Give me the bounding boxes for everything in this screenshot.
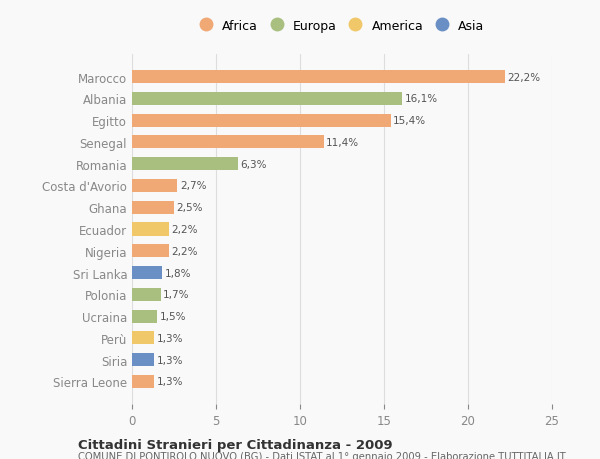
Text: 1,5%: 1,5% xyxy=(160,311,186,321)
Text: 1,3%: 1,3% xyxy=(157,376,183,386)
Text: Cittadini Stranieri per Cittadinanza - 2009: Cittadini Stranieri per Cittadinanza - 2… xyxy=(78,438,392,451)
Text: 15,4%: 15,4% xyxy=(393,116,427,126)
Text: 11,4%: 11,4% xyxy=(326,138,359,148)
Bar xyxy=(132,288,161,301)
Text: 1,8%: 1,8% xyxy=(165,268,191,278)
Text: 1,7%: 1,7% xyxy=(163,290,190,300)
Bar xyxy=(132,353,154,366)
Legend: Africa, Europa, America, Asia: Africa, Europa, America, Asia xyxy=(196,16,488,36)
Text: 1,3%: 1,3% xyxy=(157,355,183,365)
Bar xyxy=(132,114,391,128)
Text: 2,2%: 2,2% xyxy=(172,246,198,256)
Bar xyxy=(132,331,154,345)
Bar xyxy=(132,136,323,149)
Bar xyxy=(132,310,157,323)
Bar xyxy=(132,179,178,193)
Bar xyxy=(132,245,169,258)
Bar xyxy=(132,201,174,214)
Bar xyxy=(132,223,169,236)
Bar xyxy=(132,71,505,84)
Bar xyxy=(132,158,238,171)
Bar xyxy=(132,375,154,388)
Text: 16,1%: 16,1% xyxy=(405,94,438,104)
Text: 2,2%: 2,2% xyxy=(172,224,198,235)
Text: 2,7%: 2,7% xyxy=(180,181,206,191)
Text: 2,5%: 2,5% xyxy=(176,203,203,213)
Text: 22,2%: 22,2% xyxy=(508,73,541,83)
Text: 6,3%: 6,3% xyxy=(241,159,267,169)
Text: 1,3%: 1,3% xyxy=(157,333,183,343)
Bar xyxy=(132,93,403,106)
Text: COMUNE DI PONTIROLO NUOVO (BG) - Dati ISTAT al 1° gennaio 2009 - Elaborazione TU: COMUNE DI PONTIROLO NUOVO (BG) - Dati IS… xyxy=(78,451,566,459)
Bar xyxy=(132,266,162,280)
